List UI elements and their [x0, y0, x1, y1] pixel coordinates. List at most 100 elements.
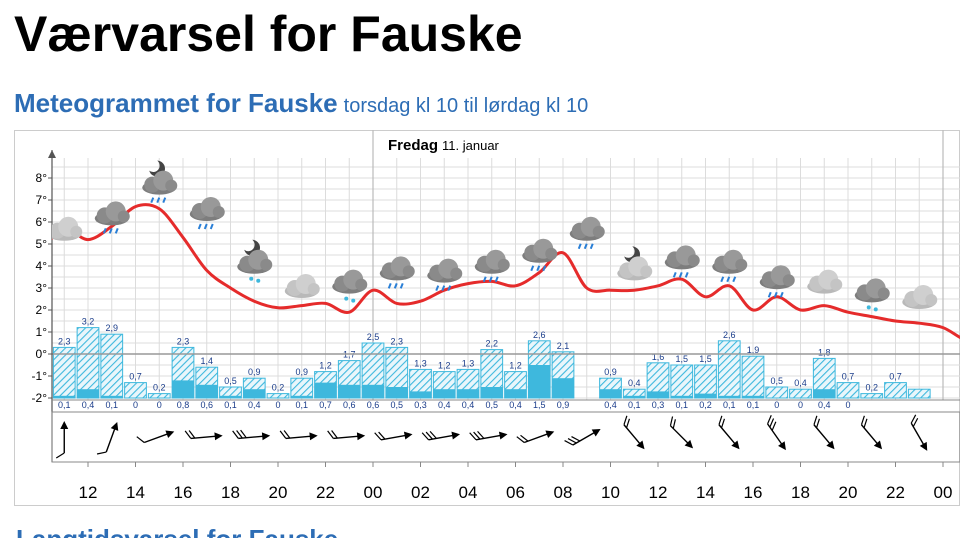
x-tick-label: 20	[269, 483, 288, 502]
precip-max-label: 2,5	[367, 332, 380, 342]
precip-min-label: 0	[133, 400, 138, 410]
precip-max-bar	[671, 365, 693, 398]
precip-max-label: 2,3	[58, 336, 71, 346]
longterm-heading[interactable]: Langtidsvarsel for Fauske	[16, 518, 346, 538]
precip-max-bar	[908, 389, 930, 398]
precip-min-bar	[528, 365, 550, 398]
precip-min-bar	[600, 389, 622, 398]
x-tick-label: 12	[79, 483, 98, 502]
y-tick-label: 3°	[36, 281, 48, 295]
y-tick-label: 1°	[36, 325, 48, 339]
precip-min-bar	[410, 391, 432, 398]
precip-max-bar	[837, 383, 859, 398]
precip-max-bar	[267, 394, 289, 398]
x-tick-label: 00	[364, 483, 383, 502]
precip-max-label: 2,3	[390, 336, 403, 346]
y-tick-label: 6°	[36, 215, 48, 229]
precip-max-bar	[148, 394, 170, 398]
precip-min-bar	[172, 380, 194, 398]
precip-min-bar	[291, 396, 313, 398]
precip-min-label: 1,5	[533, 400, 546, 410]
precip-max-bar	[77, 328, 99, 398]
x-tick-label: 04	[459, 483, 478, 502]
precip-max-label: 0,2	[865, 383, 878, 393]
precip-min-bar	[386, 387, 408, 398]
y-tick-label: 7°	[36, 193, 48, 207]
precip-min-label: 0	[275, 400, 280, 410]
x-tick-label: 22	[886, 483, 905, 502]
y-tick-label: -2°	[32, 391, 48, 405]
meteogram-heading-link[interactable]: Meteogrammet for Fauske	[14, 88, 338, 118]
precip-min-label: 0,1	[295, 400, 308, 410]
precip-max-bar	[861, 394, 883, 398]
precip-max-label: 1,2	[509, 361, 522, 371]
x-tick-label: 18	[221, 483, 240, 502]
precip-min-bar	[196, 385, 218, 398]
precip-min-bar	[433, 389, 455, 398]
x-tick-label: 12	[649, 483, 668, 502]
precip-min-label: 0,4	[438, 400, 451, 410]
precip-max-label: 1,4	[200, 356, 213, 366]
longterm-heading-label: Langtidsvarsel for Fauske	[16, 524, 346, 538]
x-tick-label: 22	[316, 483, 335, 502]
precip-min-bar	[718, 396, 740, 398]
precip-max-label: 0,4	[628, 378, 641, 388]
y-tick-label: 4°	[36, 259, 48, 273]
precip-max-bar	[885, 383, 907, 398]
precip-max-label: 1,3	[462, 358, 475, 368]
precip-min-label: 0,9	[557, 400, 570, 410]
precip-min-label: 0,6	[200, 400, 213, 410]
x-tick-label: 14	[696, 483, 715, 502]
precip-min-label: 0	[798, 400, 803, 410]
precip-min-label: 0,4	[248, 400, 261, 410]
precip-min-bar	[101, 396, 123, 398]
precip-max-label: 2,6	[723, 330, 736, 340]
meteogram-chart: 0,302,30,13,20,42,90,10,700,202,30,81,40…	[14, 130, 960, 510]
precip-max-bar	[790, 389, 812, 398]
x-tick-label: 08	[554, 483, 573, 502]
y-tick-label: 5°	[36, 237, 48, 251]
precip-min-label: 0,5	[390, 400, 403, 410]
precip-min-label: 0,4	[818, 400, 831, 410]
precip-min-bar	[457, 389, 479, 398]
precip-max-label: 1,2	[319, 361, 332, 371]
y-tick-label: 2°	[36, 303, 48, 317]
precip-max-label: 2,6	[533, 330, 546, 340]
precip-min-label: 0,3	[414, 400, 427, 410]
precip-min-label: 0,1	[58, 400, 71, 410]
precip-min-label: 0,4	[509, 400, 522, 410]
x-tick-label: 18	[791, 483, 810, 502]
precip-min-label: 0,1	[628, 400, 641, 410]
x-tick-label: 06	[506, 483, 525, 502]
precip-min-label: 0,4	[604, 400, 617, 410]
precip-min-bar	[647, 391, 669, 398]
precip-min-label: 0	[157, 400, 162, 410]
precip-max-label: 0,5	[770, 376, 783, 386]
precip-max-label: 2,1	[557, 341, 570, 351]
precip-min-bar	[813, 389, 835, 398]
precip-max-label: 1,5	[699, 354, 712, 364]
precip-min-bar	[742, 396, 764, 398]
precip-min-bar	[77, 389, 99, 398]
precip-max-bar	[125, 383, 147, 398]
precip-min-label: 0,1	[747, 400, 760, 410]
precip-min-bar	[695, 394, 717, 398]
precip-max-label: 1,2	[438, 361, 451, 371]
precip-min-bar	[552, 378, 574, 398]
precip-max-label: 2,3	[177, 336, 190, 346]
precip-min-bar	[338, 385, 360, 398]
precip-min-label: 0,1	[675, 400, 688, 410]
y-tick-label: -1°	[32, 369, 48, 383]
x-tick-label: 16	[174, 483, 193, 502]
precip-min-label: 0	[774, 400, 779, 410]
x-tick-label: 10	[601, 483, 620, 502]
precip-max-label: 2,9	[105, 323, 118, 333]
precip-max-label: 0,9	[295, 367, 308, 377]
precip-min-bar	[315, 383, 337, 398]
x-tick-label: 02	[411, 483, 430, 502]
precip-max-label: 0,9	[604, 367, 617, 377]
precip-min-bar	[362, 385, 384, 398]
precip-min-label: 0,6	[343, 400, 356, 410]
